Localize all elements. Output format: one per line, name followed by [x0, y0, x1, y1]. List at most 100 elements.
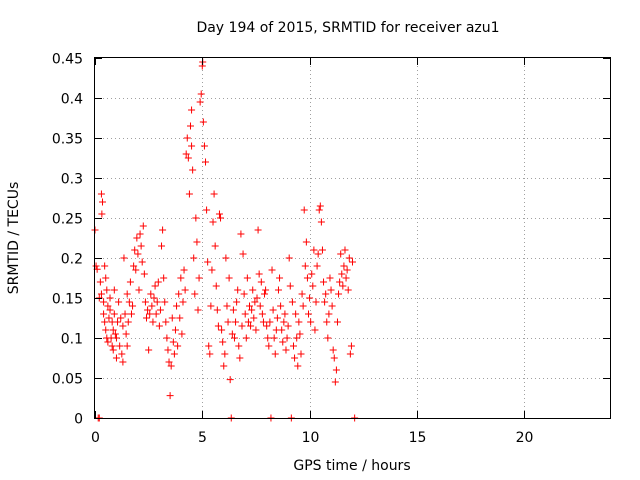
data-point — [247, 322, 255, 330]
data-point — [342, 274, 350, 282]
data-point — [265, 342, 273, 350]
data-point — [242, 334, 250, 342]
data-point — [271, 350, 279, 358]
data-point — [150, 294, 158, 302]
data-point — [285, 254, 293, 262]
data-point — [122, 330, 130, 338]
data-point — [109, 346, 117, 354]
data-point — [336, 278, 344, 286]
data-point — [174, 342, 182, 350]
data-point — [137, 242, 145, 250]
data-point — [136, 230, 144, 238]
data-point — [269, 306, 277, 314]
data-point — [123, 342, 131, 350]
data-points — [91, 58, 359, 422]
data-point — [92, 262, 100, 270]
data-point — [261, 290, 269, 298]
data-point — [175, 290, 183, 298]
data-point — [154, 278, 162, 286]
data-point — [279, 338, 287, 346]
data-point — [310, 246, 318, 254]
data-point — [337, 250, 345, 258]
grid — [95, 58, 610, 418]
data-point — [248, 306, 256, 314]
data-point — [153, 298, 161, 306]
data-point — [305, 310, 313, 318]
data-point — [278, 326, 286, 334]
data-point — [262, 286, 270, 294]
data-point — [203, 206, 211, 214]
data-point — [246, 302, 253, 310]
data-point — [146, 310, 154, 318]
data-point — [345, 254, 353, 262]
data-point — [237, 230, 245, 238]
data-point — [132, 266, 140, 274]
data-point — [178, 330, 186, 338]
data-point — [188, 106, 196, 114]
data-point — [213, 306, 221, 314]
data-point — [225, 274, 233, 282]
data-point — [313, 262, 321, 270]
data-point — [233, 298, 241, 306]
data-point — [243, 274, 251, 282]
data-point — [244, 318, 252, 326]
data-point — [131, 246, 139, 254]
data-point — [125, 298, 133, 306]
x-tick-label: 5 — [198, 430, 207, 446]
data-point — [335, 290, 343, 298]
x-tick-label: 15 — [409, 430, 427, 446]
data-point — [96, 278, 104, 286]
data-point — [318, 246, 326, 254]
data-point — [220, 362, 228, 370]
data-point — [325, 310, 333, 318]
plot-frame — [94, 57, 611, 419]
data-point — [194, 306, 202, 314]
data-point — [212, 282, 220, 290]
data-point — [206, 350, 214, 358]
data-point — [235, 342, 243, 350]
data-point — [196, 98, 204, 106]
data-point — [193, 238, 201, 246]
data-point — [296, 330, 304, 338]
data-point — [190, 254, 198, 262]
data-point — [108, 342, 116, 350]
data-point — [110, 310, 118, 318]
data-point — [130, 262, 138, 270]
data-point — [118, 350, 126, 358]
data-point — [307, 318, 315, 326]
data-point — [259, 318, 267, 326]
data-point — [322, 290, 330, 298]
y-tick-label: 0 — [74, 412, 83, 428]
data-point — [210, 190, 218, 198]
data-point — [339, 282, 347, 290]
data-point — [306, 294, 314, 302]
data-point — [209, 218, 217, 226]
data-point — [295, 318, 303, 326]
data-point — [126, 278, 134, 286]
data-point — [123, 290, 131, 298]
y-tick-label: 0.1 — [61, 332, 83, 348]
data-point — [161, 298, 169, 306]
data-point — [121, 310, 129, 318]
data-point — [189, 166, 197, 174]
data-point — [268, 266, 276, 274]
data-point — [281, 310, 289, 318]
data-point — [167, 362, 175, 370]
y-tick-label: 0.05 — [52, 372, 83, 388]
data-point — [111, 330, 119, 338]
data-point — [263, 322, 271, 330]
data-point — [100, 310, 108, 318]
data-point — [141, 298, 149, 306]
data-point — [177, 274, 185, 282]
data-point — [168, 314, 176, 322]
data-point — [100, 298, 108, 306]
data-point — [223, 302, 231, 310]
data-point — [258, 310, 266, 318]
data-point — [257, 278, 265, 286]
y-tick-label: 0.2 — [61, 252, 83, 268]
data-point — [222, 254, 230, 262]
data-point — [298, 290, 306, 298]
data-point — [344, 286, 352, 294]
data-point — [104, 302, 112, 310]
data-point — [329, 346, 337, 354]
